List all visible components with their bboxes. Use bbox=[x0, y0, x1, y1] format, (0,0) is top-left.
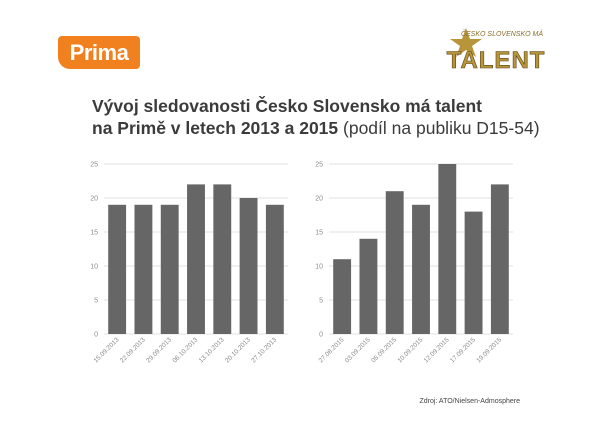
y-tick-label: 5 bbox=[319, 298, 323, 305]
x-tick-label: 06.10.2013 bbox=[171, 336, 199, 364]
x-tick-label: 17.09.2015 bbox=[449, 336, 477, 364]
bar bbox=[359, 238, 378, 334]
y-tick-label: 0 bbox=[94, 332, 98, 339]
bar bbox=[187, 184, 205, 334]
x-tick-label: 19.09.2015 bbox=[475, 336, 503, 364]
y-tick-label: 15 bbox=[315, 230, 323, 237]
x-tick-label: 05.09.2015 bbox=[370, 336, 398, 364]
bar bbox=[464, 211, 483, 334]
x-tick-label: 03.09.2015 bbox=[344, 336, 372, 364]
x-tick-label: 10.09.2015 bbox=[396, 336, 424, 364]
x-tick-label: 27.10.2013 bbox=[250, 336, 278, 364]
x-tick-label: 27.08.2015 bbox=[318, 336, 346, 364]
bar bbox=[490, 184, 509, 334]
bar bbox=[333, 259, 352, 334]
page-title: Vývoj sledovanosti Česko Slovensko má ta… bbox=[92, 95, 572, 139]
x-tick-label: 22.09.2013 bbox=[119, 336, 147, 364]
talent-show-logo: ČESKO SLOVENSKO MÁ TALENT bbox=[446, 28, 546, 74]
star-icon bbox=[450, 28, 482, 57]
x-tick-label: 29.09.2013 bbox=[145, 336, 173, 364]
bar bbox=[438, 164, 457, 334]
y-tick-label: 10 bbox=[315, 264, 323, 271]
y-tick-label: 20 bbox=[315, 196, 323, 203]
y-tick-label: 10 bbox=[90, 264, 98, 271]
y-tick-label: 25 bbox=[90, 162, 98, 169]
y-tick-label: 20 bbox=[90, 196, 98, 203]
y-tick-label: 5 bbox=[94, 298, 98, 305]
x-tick-label: 13.10.2013 bbox=[198, 336, 226, 364]
bar bbox=[108, 204, 127, 334]
bar bbox=[412, 204, 430, 334]
bar-chart-2013: 0 5 10 15 20 25 15.09.201322.09.201329.09.2013… bbox=[90, 162, 288, 364]
talent-logo-main: TALENT bbox=[447, 47, 546, 74]
bar bbox=[213, 184, 232, 334]
y-tick-label: 15 bbox=[90, 230, 98, 237]
bar bbox=[265, 204, 284, 334]
talent-logo-top: ČESKO SLOVENSKO MÁ bbox=[461, 29, 543, 38]
y-tick-label: 0 bbox=[319, 332, 323, 339]
prima-logo: Prima bbox=[58, 36, 140, 69]
bar bbox=[160, 204, 179, 334]
x-tick-label: 12.09.2015 bbox=[423, 336, 451, 364]
y-tick-label: 25 bbox=[315, 162, 323, 169]
title-line-1: Vývoj sledovanosti Česko Slovensko má ta… bbox=[92, 96, 482, 116]
source-note: Zdroj: ATO/Nielsen-Admosphere bbox=[419, 398, 520, 405]
title-line-2: na Primě v letech 2013 a 2015 bbox=[92, 118, 339, 138]
title-subtitle: (podíl na publiku D15-54) bbox=[343, 118, 540, 138]
bar bbox=[239, 198, 258, 334]
bar-chart-2015: 0 5 10 15 20 25 27.08.201503.09.201505.09.2015… bbox=[315, 162, 513, 364]
bar bbox=[134, 204, 153, 334]
x-tick-label: 15.09.2013 bbox=[93, 336, 121, 364]
bar bbox=[385, 191, 404, 334]
x-tick-label: 20.10.2013 bbox=[224, 336, 252, 364]
